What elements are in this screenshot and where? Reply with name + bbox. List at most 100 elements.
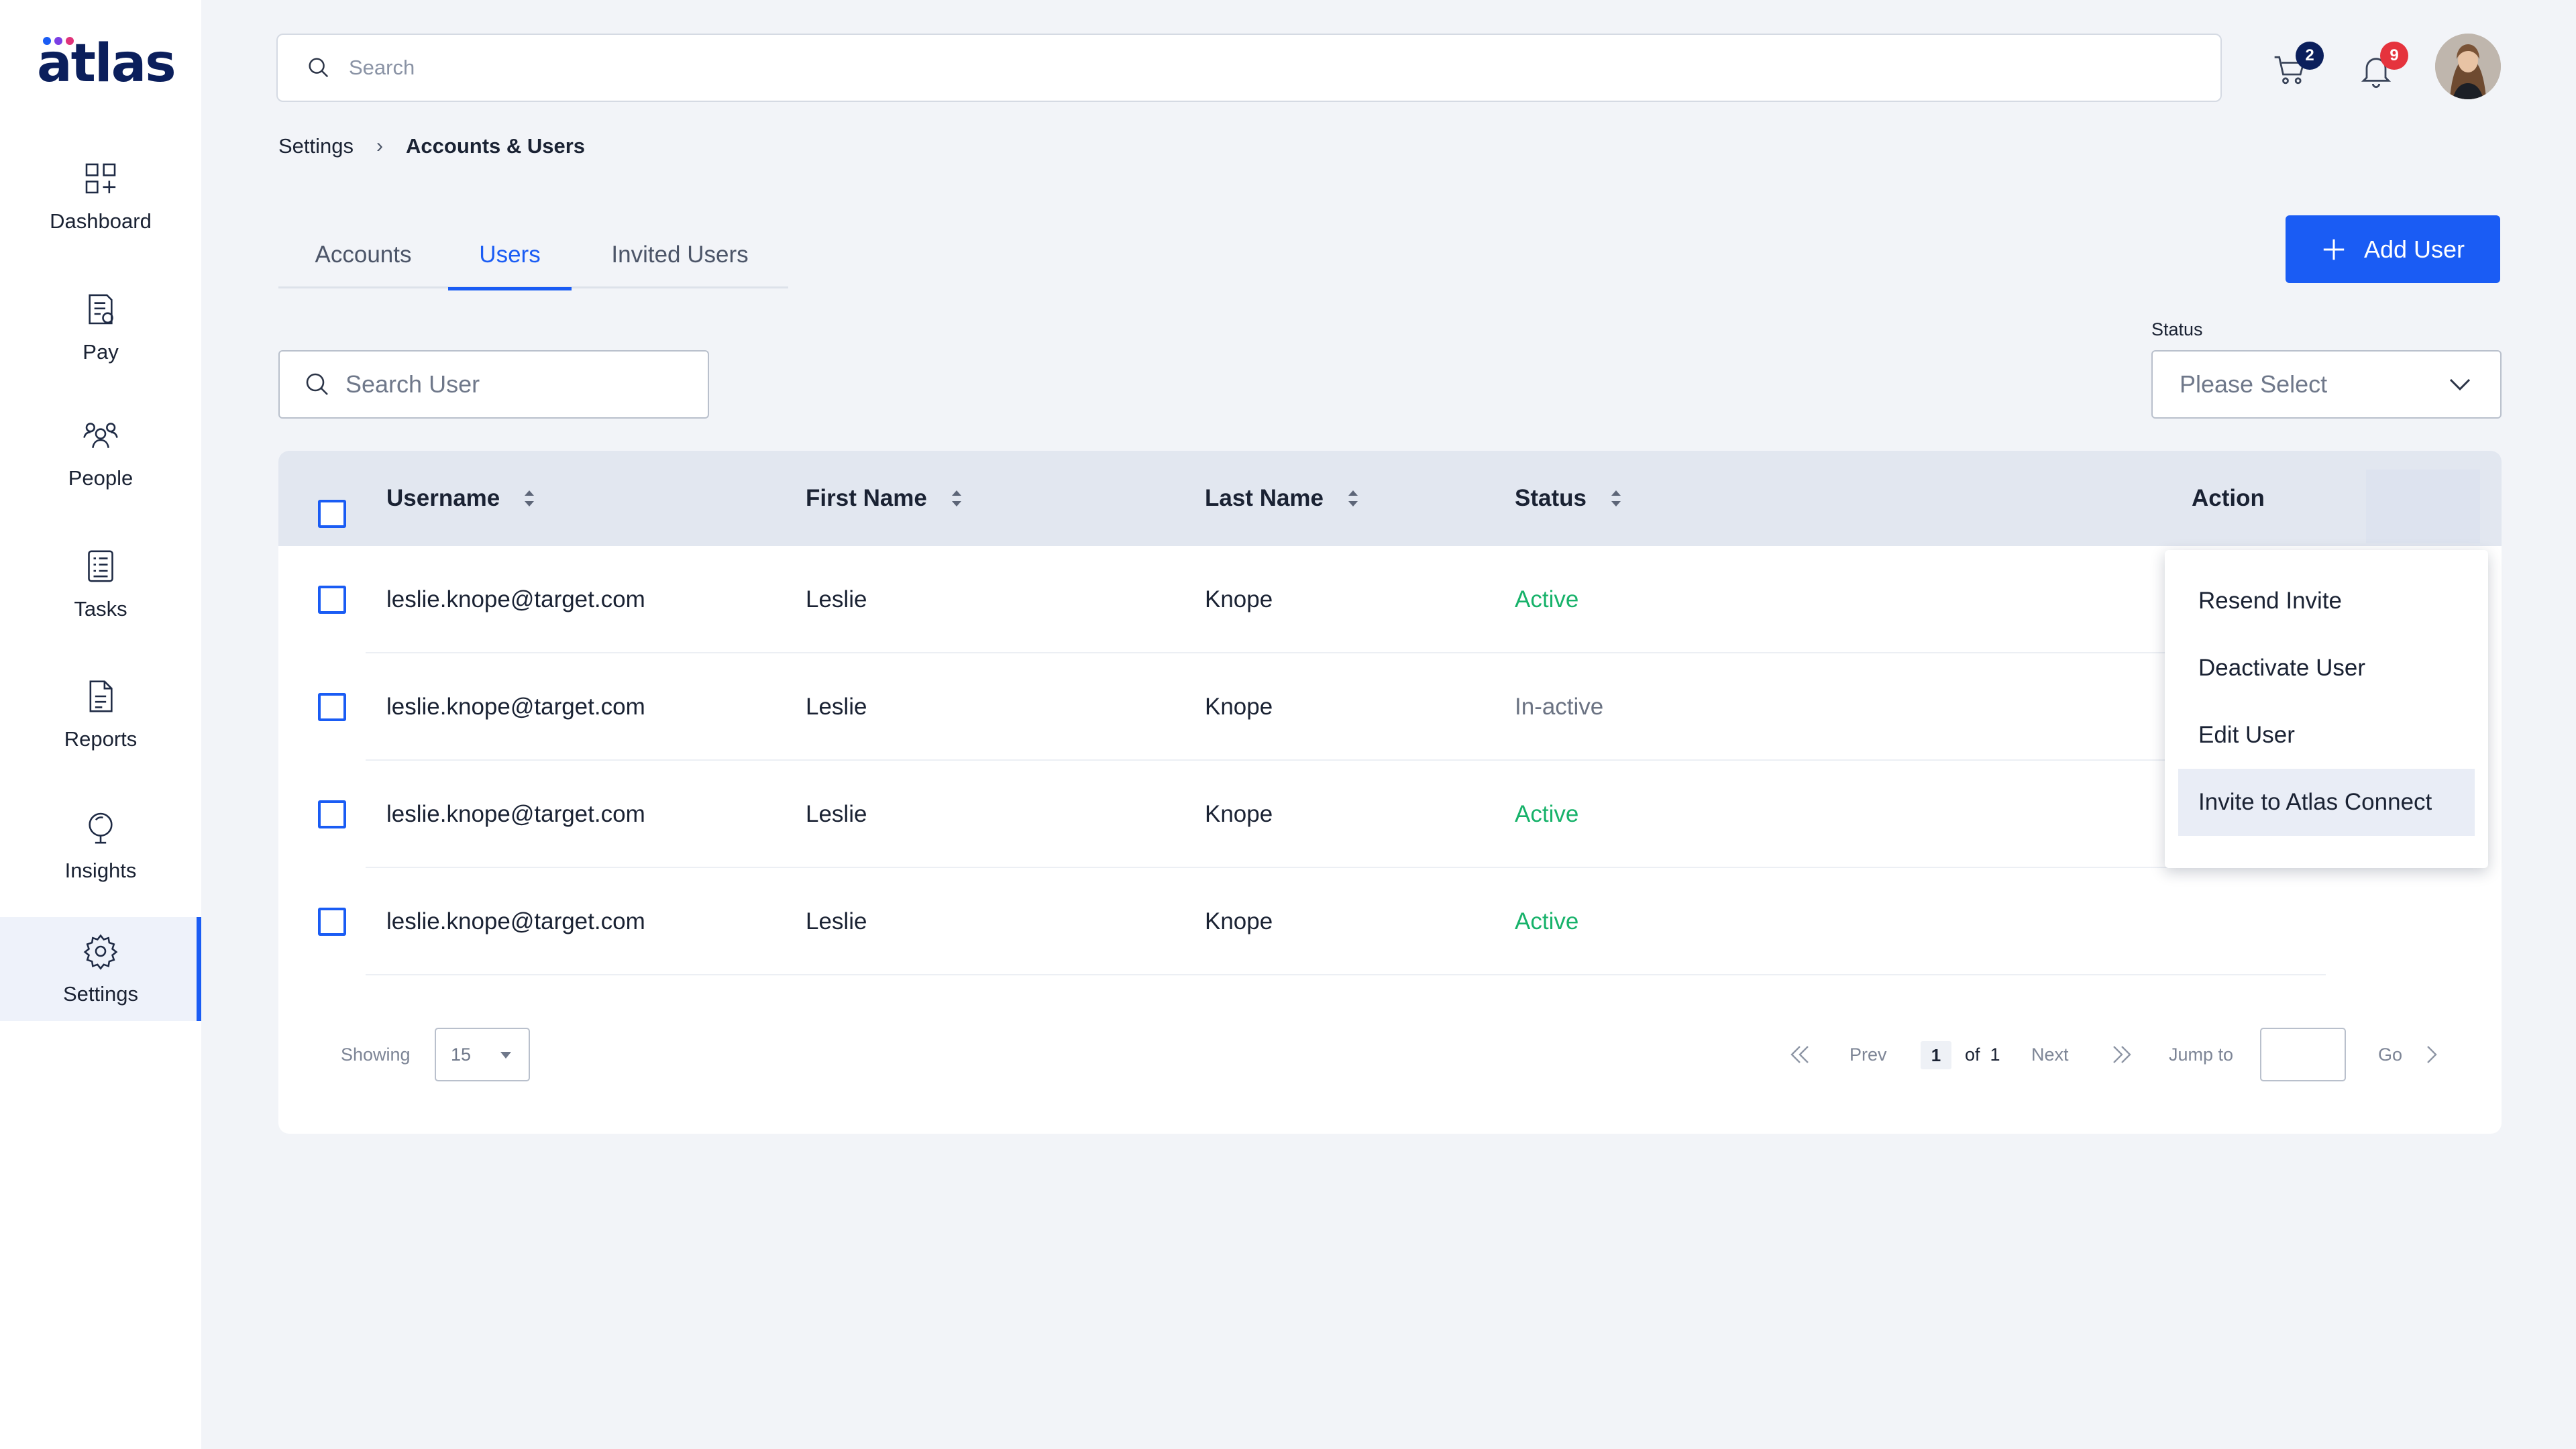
menu-item-resend-invite[interactable]: Resend Invite: [2198, 588, 2343, 614]
users-table: Username First Name Last Name Status Act…: [278, 451, 2502, 1134]
total-pages: 1: [1990, 1044, 2000, 1065]
add-user-label: Add User: [2363, 235, 2465, 263]
row-checkbox[interactable]: [318, 693, 346, 721]
showing-label: Showing: [341, 1044, 411, 1065]
reports-icon: [89, 680, 113, 712]
sidebar-item-label: Reports: [64, 727, 138, 751]
column-last-name[interactable]: Last Name: [1205, 451, 1360, 546]
caret-down-icon: [500, 1052, 511, 1059]
next-page-button[interactable]: Next: [2031, 1044, 2069, 1065]
row-action-menu: Resend Invite Deactivate User Edit User …: [2165, 550, 2488, 868]
sidebar-item-tasks[interactable]: Tasks: [0, 532, 201, 636]
status-cell: Active: [1515, 801, 1579, 827]
menu-item-edit-user[interactable]: Edit User: [2198, 722, 2295, 748]
sidebar-item-label: Pay: [83, 339, 119, 364]
sidebar-item-label: Dashboard: [50, 209, 152, 233]
row-checkbox[interactable]: [318, 800, 346, 828]
sidebar-item-reports[interactable]: Reports: [0, 662, 201, 766]
username-cell: leslie.knope@target.com: [386, 908, 645, 934]
current-page-number: 1: [1921, 1041, 1951, 1069]
row-divider: [366, 759, 2326, 761]
column-first-name[interactable]: First Name: [806, 451, 963, 546]
menu-item-invite-atlas-connect[interactable]: Invite to Atlas Connect: [2178, 769, 2475, 836]
menu-item-deactivate-user[interactable]: Deactivate User: [2198, 655, 2365, 681]
breadcrumb-settings[interactable]: Settings: [278, 134, 354, 158]
gear-icon: [83, 934, 118, 970]
last-name-cell: Knope: [1205, 908, 1273, 934]
sidebar-item-pay[interactable]: Pay: [0, 275, 201, 379]
logo-dots-icon: [43, 37, 74, 45]
add-user-button[interactable]: Add User: [2286, 215, 2500, 283]
username-cell: leslie.knope@target.com: [386, 694, 645, 720]
jump-to-label: Jump to: [2169, 1044, 2234, 1065]
user-avatar-icon: [2435, 34, 2501, 99]
tab-users[interactable]: Users: [448, 221, 572, 290]
column-username[interactable]: Username: [386, 451, 536, 546]
bell-icon: [2361, 58, 2392, 88]
last-name-cell: Knope: [1205, 586, 1273, 612]
column-label: Status: [1515, 485, 1587, 511]
first-page-icon[interactable]: [1786, 1041, 1813, 1068]
chevron-right-icon[interactable]: [2418, 1041, 2445, 1068]
sidebar-item-people[interactable]: People: [0, 401, 201, 505]
tab-accounts[interactable]: Accounts: [315, 241, 412, 268]
pagination: Showing 15 Prev 1 of 1 Next Jump to Go: [278, 1028, 2502, 1081]
tab-bar: Accounts Users Invited Users: [278, 221, 788, 290]
column-status[interactable]: Status: [1515, 451, 1623, 546]
pay-icon: [89, 294, 113, 324]
sort-icon: [525, 490, 535, 506]
cart-count-badge: 2: [2296, 42, 2324, 70]
sort-icon: [1348, 490, 1358, 506]
last-page-icon[interactable]: [2108, 1041, 2135, 1068]
first-name-cell: Leslie: [806, 694, 867, 720]
page-size-select[interactable]: 15: [435, 1028, 530, 1081]
chevron-right-icon: ›: [376, 135, 384, 157]
page-size-value: 15: [451, 1044, 472, 1065]
sidebar-item-settings[interactable]: Settings: [0, 917, 201, 1021]
jump-to-page-input[interactable]: [2260, 1028, 2346, 1081]
table-header: Username First Name Last Name Status Act…: [278, 451, 2502, 546]
logo-text: atlas: [37, 34, 176, 94]
sidebar-item-label: Insights: [64, 858, 137, 882]
status-cell: In-active: [1515, 694, 1604, 720]
search-icon: [309, 58, 329, 78]
go-button[interactable]: Go: [2378, 1044, 2403, 1065]
page-of-total: of 1: [1965, 1028, 2000, 1081]
row-checkbox[interactable]: [318, 586, 346, 614]
sort-icon: [1611, 490, 1621, 506]
select-all-checkbox[interactable]: [318, 500, 346, 528]
column-label: Username: [386, 485, 500, 511]
of-label: of: [1965, 1044, 1980, 1065]
row-checkbox[interactable]: [318, 908, 346, 936]
table-row: leslie.knope@target.com Leslie Knope Act…: [278, 868, 2502, 975]
breadcrumb: Settings › Accounts & Users: [278, 134, 585, 158]
dashboard-icon: [85, 163, 116, 193]
breadcrumb-current: Accounts & Users: [406, 134, 586, 158]
status-filter-select[interactable]: Please Select: [2151, 350, 2502, 419]
atlas-logo[interactable]: atlas: [37, 37, 176, 90]
notifications-button[interactable]: [2357, 51, 2404, 98]
search-icon: [306, 373, 328, 395]
tab-invited-users[interactable]: Invited Users: [611, 241, 749, 268]
global-search-input[interactable]: [349, 56, 2093, 80]
people-icon: [83, 422, 118, 448]
notification-count-badge: 9: [2380, 42, 2408, 70]
sidebar-item-label: Settings: [62, 981, 138, 1006]
avatar[interactable]: [2435, 34, 2501, 99]
first-name-cell: Leslie: [806, 801, 867, 827]
table-row: leslie.knope@target.com Leslie Knope In-…: [278, 653, 2502, 761]
sidebar-item-dashboard[interactable]: Dashboard: [0, 144, 201, 248]
sidebar-item-insights[interactable]: Insights: [0, 794, 201, 898]
sidebar: atlas Dashboard Pay People: [0, 0, 201, 1449]
user-search[interactable]: [278, 350, 709, 419]
last-name-cell: Knope: [1205, 694, 1273, 720]
column-action: Action: [2192, 451, 2265, 546]
prev-page-button[interactable]: Prev: [1849, 1044, 1887, 1065]
last-name-cell: Knope: [1205, 801, 1273, 827]
username-cell: leslie.knope@target.com: [386, 801, 645, 827]
column-label: Last Name: [1205, 485, 1324, 511]
row-divider: [366, 974, 2326, 975]
user-search-input[interactable]: [345, 370, 694, 398]
sort-icon: [951, 490, 961, 506]
global-search[interactable]: [276, 34, 2222, 102]
